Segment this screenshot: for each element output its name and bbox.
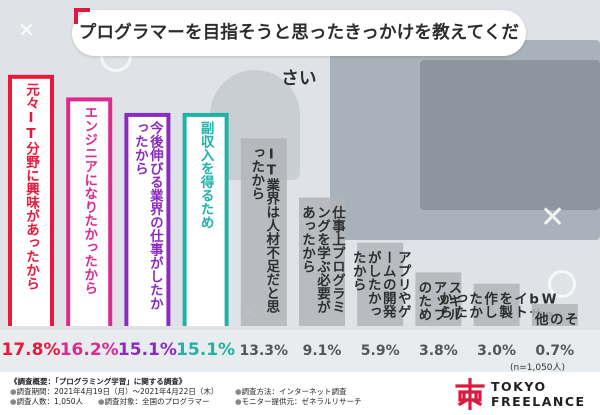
- category-label: たか: [466, 292, 483, 320]
- value-label: 16.2%: [60, 340, 119, 360]
- bar-inner-panel: [12, 78, 50, 326]
- bar-9: [473, 283, 520, 326]
- category-label: ングを学ぶ必要が: [314, 206, 332, 314]
- category-label: アップ: [430, 280, 446, 321]
- category-label: ったから: [248, 146, 265, 200]
- value-label: 5.9%: [361, 343, 400, 359]
- logo-mark-icon: [455, 378, 485, 410]
- value-label: 15.1%: [118, 340, 177, 360]
- decor-x-icon: ✕: [18, 18, 35, 42]
- chart-title: プログラマーを目指そうと思ったきっかけを教えてください: [78, 23, 520, 89]
- bar-10: [531, 304, 578, 326]
- bar-8: [415, 272, 462, 326]
- category-label: アプリやゲ: [395, 251, 412, 319]
- category-label: ームの開発: [380, 251, 398, 320]
- category-label: イト: [511, 292, 528, 319]
- bar-inner-panel: [186, 116, 225, 326]
- category-label: の: [547, 312, 563, 326]
- title-pill: [72, 10, 526, 56]
- category-label: 作し: [481, 291, 498, 320]
- bar-5: [240, 138, 287, 326]
- value-label: 15.1%: [176, 340, 235, 360]
- survey-monitor: モニター提供元：ゼネラルリサーチ: [241, 397, 362, 406]
- category-label: 副収入を得るため: [198, 121, 216, 230]
- category-label: 今後伸びる業界の仕事がしたか: [147, 120, 165, 311]
- survey-target: 調査対象：全国のプログラマー: [104, 397, 210, 406]
- category-label: を製: [496, 292, 514, 321]
- value-label: 0.7%: [535, 343, 574, 359]
- category-label: IT業界は人材不足だと思: [263, 146, 281, 314]
- category-label: 他: [532, 311, 550, 327]
- survey-heading: 《調査概要：「プログラミング学習」に関する調査》: [10, 377, 187, 386]
- footer-panel: [0, 372, 600, 415]
- decor-ring-icon: [548, 270, 576, 298]
- category-label: 仕事上プログラミ: [329, 204, 347, 313]
- value-label: 3.0%: [477, 343, 516, 359]
- category-label: スキル: [445, 280, 462, 321]
- title-corner-mark: [74, 8, 90, 24]
- category-label: ったから: [132, 121, 149, 175]
- monitor-shape: [420, 60, 600, 210]
- category-label: たから: [350, 251, 367, 292]
- category-label: から: [436, 292, 453, 320]
- category-label: エンジニアになりたかったから: [81, 105, 98, 294]
- category-label: あったから: [299, 205, 316, 273]
- logo-text: TOKYO FREELANCE: [491, 379, 586, 409]
- value-label: 3.8%: [419, 343, 458, 359]
- survey-method: 調査方法：インターネット調査: [241, 387, 347, 396]
- logo-line-1: TOKYO: [491, 379, 547, 394]
- bar-inner-panel: [128, 116, 167, 326]
- survey-people: 調査人数：1,050人: [16, 397, 84, 406]
- bar-7: [357, 242, 404, 326]
- bar-inner-panel: [70, 101, 109, 327]
- logo-line-2: FREELANCE: [491, 394, 586, 409]
- category-label: そ: [562, 312, 579, 326]
- category-label: がしたかっ: [365, 250, 382, 319]
- value-label: 9.1%: [303, 343, 342, 359]
- sample-size-label: (n=1,050人): [510, 363, 566, 373]
- survey-summary: 《調査概要：「プログラミング学習」に関する調査》 ● 調査期間：2021年4月1…: [10, 377, 362, 406]
- category-label: った: [451, 292, 467, 319]
- decor-x-icon: ✕: [540, 200, 566, 235]
- value-label: 17.8%: [2, 340, 61, 360]
- bar-6: [299, 197, 345, 326]
- category-label: のため: [415, 280, 432, 321]
- survey-period: 調査期間：2021年4月19日（月）～2021年4月22日（木）: [16, 387, 219, 396]
- value-label: 13.3%: [240, 343, 289, 359]
- category-label: 元々IT分野に興味があったから: [23, 83, 40, 291]
